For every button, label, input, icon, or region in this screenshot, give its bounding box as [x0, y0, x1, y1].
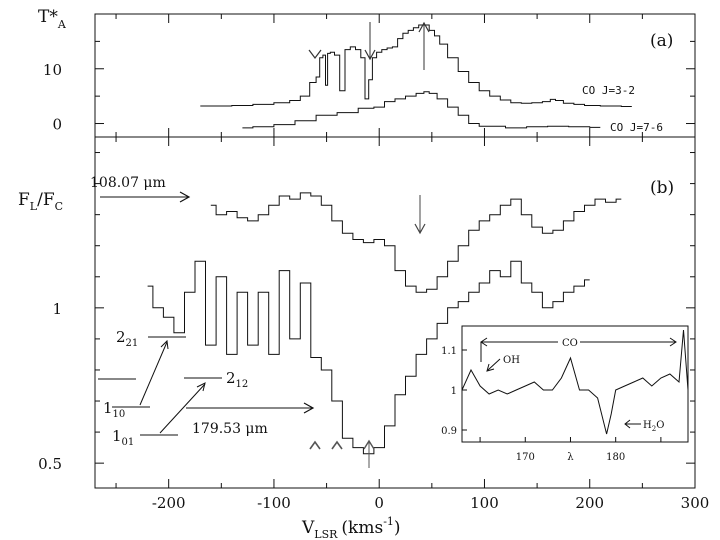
- panel-a-ticks: [95, 14, 696, 137]
- panel-b-xtick-labels: -200 -100 0 100 200 300: [152, 494, 709, 512]
- arrow-left-icon: [624, 419, 631, 429]
- arrow-down-icon: [308, 49, 322, 59]
- legend-co-7-6: CO J=7-6: [610, 121, 663, 134]
- arrow-up-icon: [196, 382, 206, 392]
- arrow-up-icon: [160, 339, 169, 350]
- inset-label-oh: OH: [503, 355, 520, 366]
- arrow-right-icon: [669, 337, 677, 347]
- x-tick-label: -200: [152, 494, 186, 512]
- inset-ytick-labels: 0.9 1 1.1: [441, 346, 457, 437]
- arrow-left-icon: [487, 358, 501, 371]
- caret-up-icon: [309, 440, 321, 450]
- level-1-01: 101: [112, 427, 134, 448]
- arrow-down-icon: [414, 223, 426, 235]
- transition-108-line: [139, 341, 168, 406]
- panel-b: 0.51 -200 -100 0 100 200 300 FL/FC (b) VLSR (k…: [18, 136, 709, 540]
- x-tick-label: 300: [681, 494, 710, 512]
- series-line-1: [242, 91, 601, 129]
- legend-co-3-2: CO J=3-2: [582, 84, 635, 97]
- inset-y-tick-label: 1: [451, 386, 457, 397]
- y-tick-label: 10: [43, 61, 62, 79]
- series-line-0: [210, 192, 622, 293]
- series-line-0: [461, 329, 689, 435]
- inset-x-tick-label: λ: [567, 452, 574, 463]
- caret-up-icon: [331, 440, 343, 450]
- energy-level-diagram: 221 212 110 101: [98, 328, 248, 448]
- inset-label-h2o: H2O: [643, 420, 664, 433]
- inset-ticks: [462, 349, 662, 442]
- panel-a-label: (a): [650, 31, 673, 51]
- level-1-10: 110: [103, 399, 125, 420]
- inset-y-tick-label: 1.1: [441, 346, 457, 357]
- inset-x-tick-label: 180: [606, 452, 625, 463]
- panel-a-frame: [94, 13, 696, 138]
- panel-b-ylabel: FL/FC: [18, 190, 63, 213]
- panel-b-ytick-labels: 0.51: [38, 300, 62, 473]
- panel-b-label: (b): [650, 178, 674, 198]
- arrow-right-icon: [179, 191, 191, 203]
- y-tick-label: 1: [52, 300, 62, 318]
- line-label-108: 108.07 μm: [90, 175, 166, 191]
- x-tick-label: 200: [575, 494, 604, 512]
- panel-a-ytick-labels: 0 10: [43, 61, 62, 134]
- x-tick-label: 100: [470, 494, 499, 512]
- arrow-up-icon: [363, 439, 375, 450]
- x-axis-label: VLSR (kms-1): [301, 515, 401, 540]
- inset-xtick-labels: 170 λ 180: [516, 452, 625, 463]
- series-line-0: [200, 24, 632, 107]
- x-tick-label: -100: [257, 494, 291, 512]
- arrow-down-icon: [364, 49, 376, 61]
- panel-b-ticks: [95, 137, 696, 488]
- panel-a-ylabel: T*A: [38, 7, 67, 31]
- y-tick-label: 0: [52, 116, 62, 134]
- arrow-left-icon: [486, 363, 495, 372]
- inset-y-tick-label: 0.9: [441, 426, 457, 437]
- inset-frame: [461, 325, 689, 443]
- inset-x-tick-label: 170: [516, 452, 535, 463]
- arrow-right-icon: [303, 402, 315, 414]
- level-2-12: 212: [226, 369, 248, 390]
- inset-label-co: CO: [562, 338, 578, 349]
- level-2-21: 221: [116, 328, 138, 349]
- x-tick-label: 0: [374, 494, 384, 512]
- inset: 0.9 1 1.1 170 λ 180 OH CO H2O: [441, 325, 689, 463]
- panel-a: 0 10 T*A (a) CO J=3-2 CO J=7-6: [38, 7, 696, 138]
- panel-b-frame: [94, 136, 696, 489]
- transition-179-line: [159, 383, 206, 434]
- inset-series: [461, 329, 689, 435]
- panel-a-series: [200, 24, 632, 129]
- line-label-179: 179.53 μm: [192, 421, 268, 437]
- arrow-up-icon: [418, 21, 430, 33]
- y-tick-label: 0.5: [38, 455, 62, 473]
